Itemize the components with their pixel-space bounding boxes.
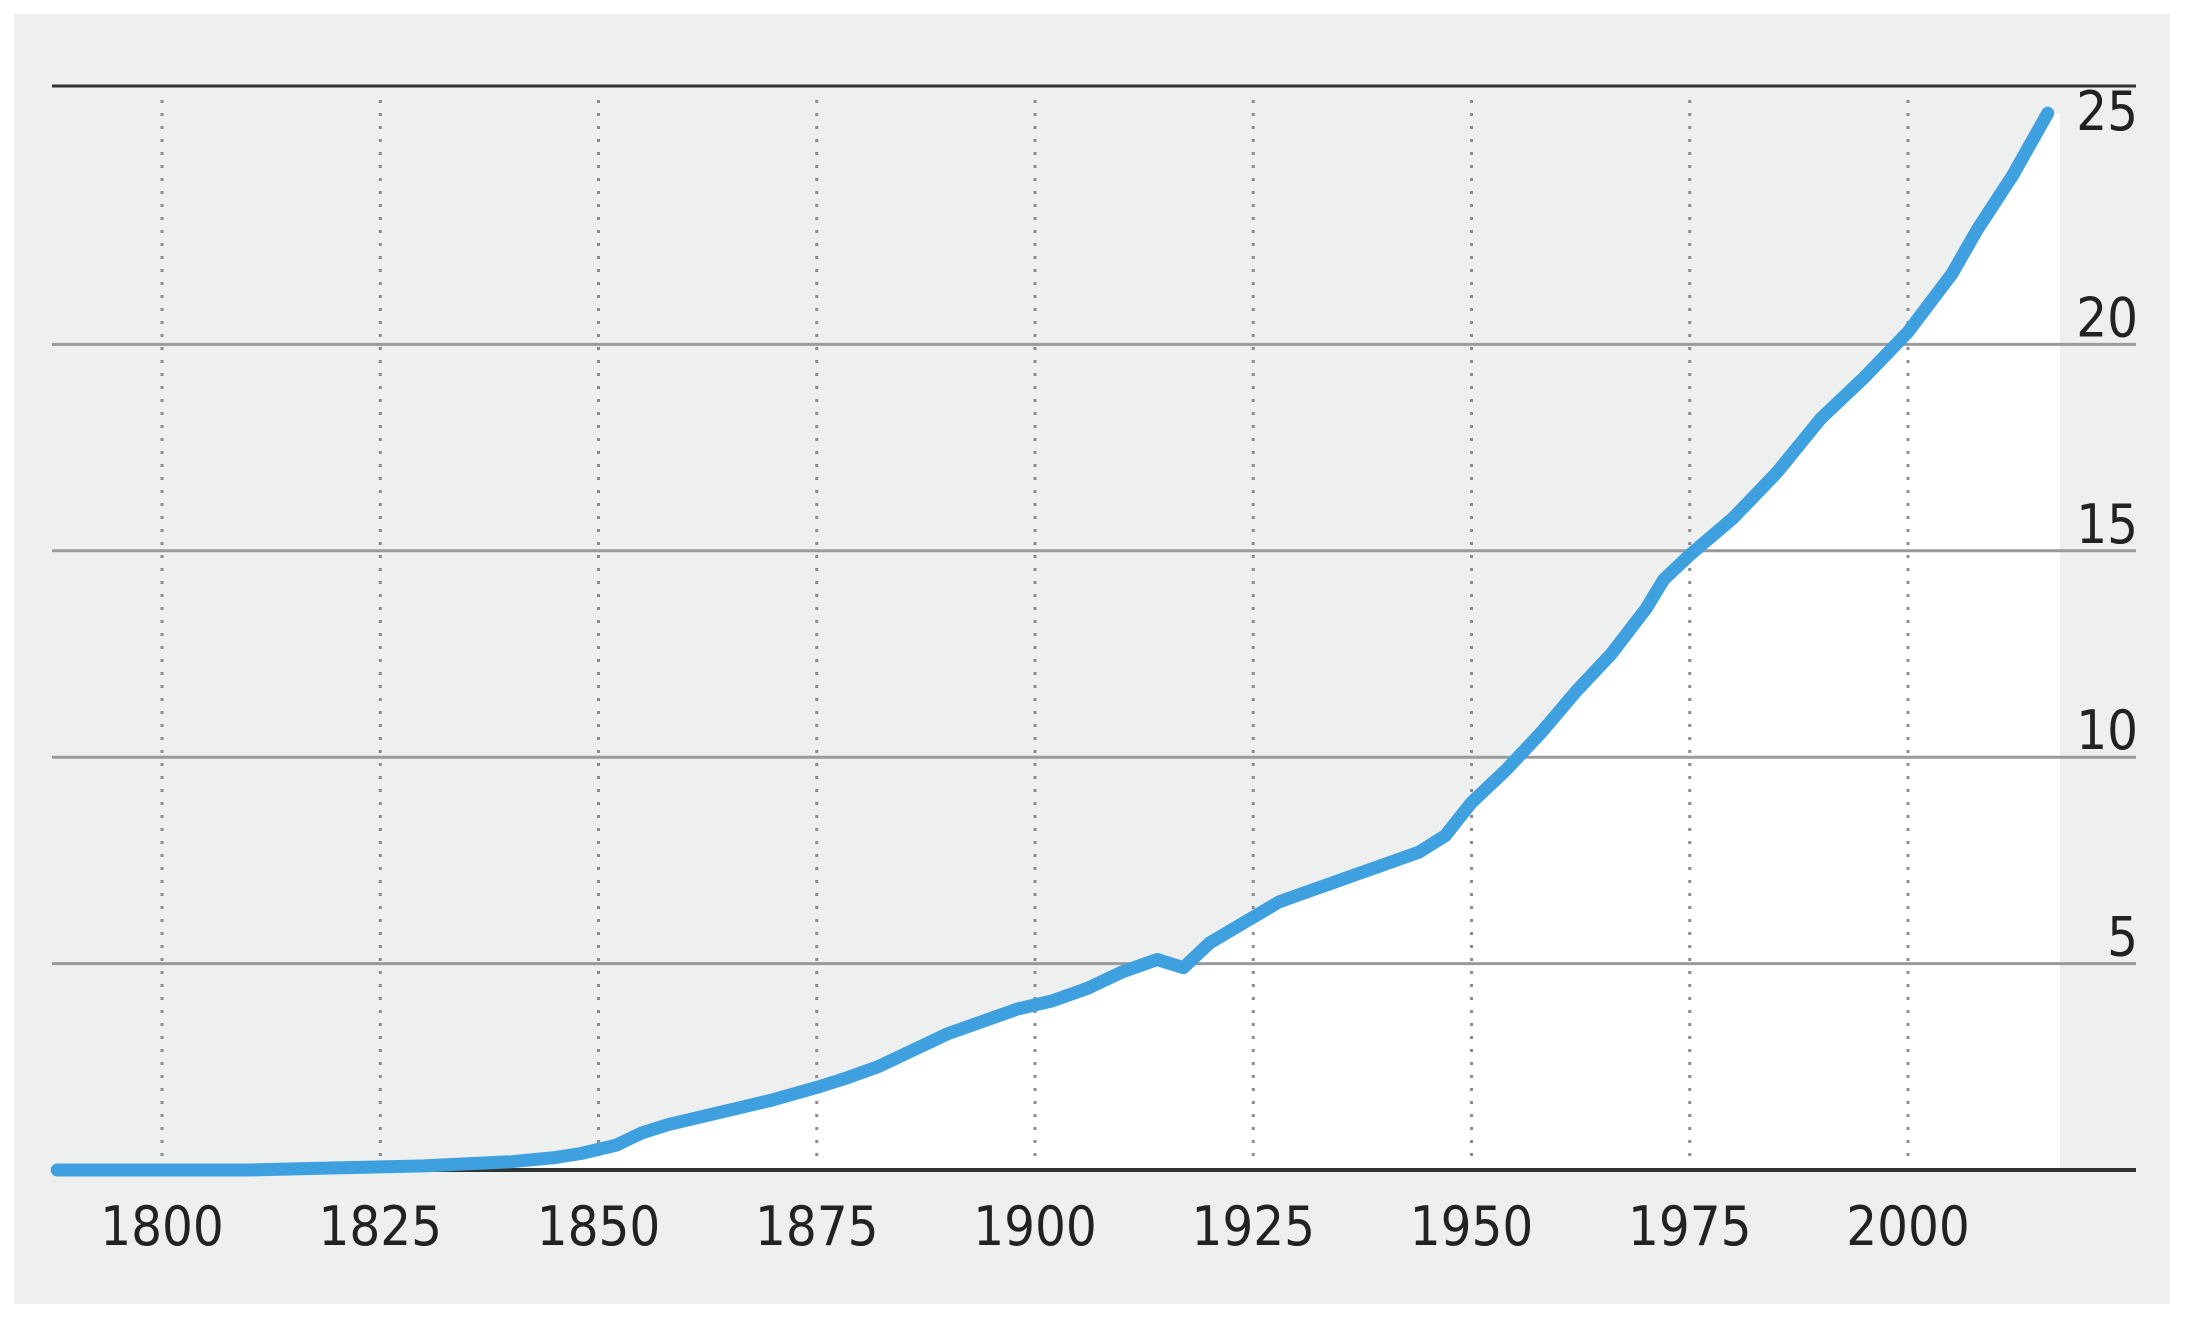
y-tick-label: 5 <box>2107 906 2138 969</box>
area-layer <box>57 113 2061 1171</box>
x-tick-label: 2000 <box>1846 1195 1970 1258</box>
x-tick-label: 1825 <box>318 1195 442 1258</box>
series-layer <box>50 106 2055 1177</box>
y-tick-labels: 5 10 15 20 25 <box>2076 80 2138 969</box>
y-tick-label: 25 <box>2076 80 2138 143</box>
y-tick-label: 10 <box>2076 699 2138 762</box>
grid-layer <box>52 84 2136 1172</box>
x-tick-label: 1950 <box>1410 1195 1534 1258</box>
x-tick-label: 1975 <box>1628 1195 1752 1258</box>
x-tick-label: 1900 <box>973 1195 1097 1258</box>
x-tick-label: 1875 <box>755 1195 879 1258</box>
area-under-curve <box>57 113 2061 1171</box>
x-tick-label: 1800 <box>100 1195 224 1258</box>
y-tick-label: 20 <box>2076 286 2138 349</box>
y-tick-label: 15 <box>2076 493 2138 556</box>
x-tick-labels: 1800 1825 1850 1875 1900 1925 1950 1975 2000 <box>100 1195 1970 1258</box>
x-tick-label: 1850 <box>537 1195 661 1258</box>
x-tick-label: 1925 <box>1191 1195 1315 1258</box>
series-line <box>50 106 2055 1177</box>
